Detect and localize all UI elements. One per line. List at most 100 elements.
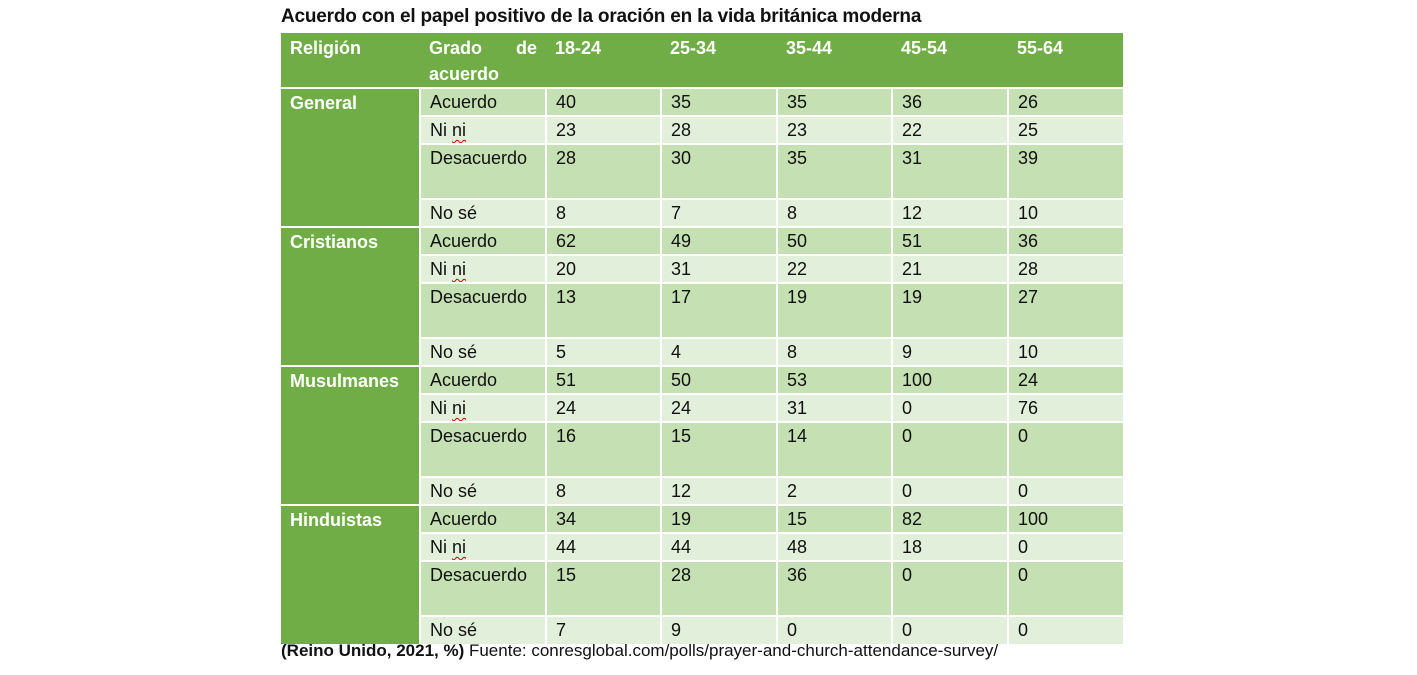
table-row: No sé 8 12 2 0 0 xyxy=(281,476,1123,505)
grado-cell: No sé xyxy=(419,615,546,644)
value-cell: 62 xyxy=(545,226,661,255)
header-religion: Religión xyxy=(281,33,420,88)
grado-cell: Ni ni xyxy=(419,115,546,144)
value-cell: 13 xyxy=(545,282,661,338)
table-row: Musulmanes Acuerdo 51 50 53 100 24 xyxy=(281,365,1123,505)
grado-cell: Acuerdo xyxy=(419,226,546,255)
value-cell: 0 xyxy=(1007,421,1123,477)
value-cell: 50 xyxy=(776,226,892,255)
value-cell: 0 xyxy=(891,560,1008,616)
value-cell: 10 xyxy=(1007,337,1123,366)
value-cell: 8 xyxy=(545,476,661,505)
header-grado: Grado de acuerdo xyxy=(420,33,546,88)
table-row: Cristianos Acuerdo 62 49 50 51 36 xyxy=(281,226,1123,366)
value-cell: 76 xyxy=(1007,393,1123,422)
value-cell: 21 xyxy=(891,254,1008,283)
header-age: 55-64 xyxy=(1008,33,1123,88)
grado-label: Acuerdo xyxy=(430,509,498,529)
value-cell: 7 xyxy=(545,615,661,644)
grado-cell: Desacuerdo xyxy=(419,560,546,616)
value-cell: 8 xyxy=(776,198,892,227)
religion-cell: Cristianos xyxy=(281,226,420,366)
value-cell: 19 xyxy=(891,282,1008,338)
value-cell: 0 xyxy=(891,476,1008,505)
grado-label: Desacuerdo xyxy=(430,148,528,168)
header-age: 45-54 xyxy=(892,33,1008,88)
grado-label: Ni ni xyxy=(430,120,467,140)
value-cell: 4 xyxy=(660,337,777,366)
survey-table: Religión Grado de acuerdo 18-24 25-34 35… xyxy=(281,33,1123,644)
value-cell: 24 xyxy=(545,393,661,422)
value-cell: 49 xyxy=(660,226,777,255)
grado-label: Ni ni xyxy=(430,537,467,557)
value-cell: 100 xyxy=(1007,504,1123,533)
grado-label: Acuerdo xyxy=(430,231,498,251)
value-cell: 8 xyxy=(776,337,892,366)
header-age: 35-44 xyxy=(777,33,892,88)
table-row: Ni ni 23 28 23 22 25 xyxy=(281,115,1123,144)
grado-cell: Desacuerdo xyxy=(419,143,546,199)
value-cell: 39 xyxy=(1007,143,1123,199)
grado-cell: No sé xyxy=(419,198,546,227)
footer-region: (Reino Unido, 2021, %) xyxy=(281,641,465,660)
value-cell: 0 xyxy=(891,421,1008,477)
grado-cell: Ni ni xyxy=(419,254,546,283)
religion-cell: General xyxy=(281,87,420,227)
header-row: Religión Grado de acuerdo 18-24 25-34 35… xyxy=(281,33,1123,88)
value-cell: 0 xyxy=(1007,476,1123,505)
value-cell: 36 xyxy=(1007,226,1123,255)
value-cell: 35 xyxy=(776,143,892,199)
grado-label: Desacuerdo xyxy=(430,287,528,307)
table-row: Desacuerdo 13 17 19 19 27 xyxy=(281,282,1123,338)
value-cell: 50 xyxy=(660,365,777,394)
grado-cell: Ni ni xyxy=(419,393,546,422)
source-footer: (Reino Unido, 2021, %) Fuente: conresglo… xyxy=(281,641,998,661)
value-cell: 36 xyxy=(891,87,1008,116)
table-row: General Acuerdo 40 35 35 36 26 xyxy=(281,87,1123,227)
value-cell: 35 xyxy=(776,87,892,116)
value-cell: 25 xyxy=(1007,115,1123,144)
table-row: Ni ni 24 24 31 0 76 xyxy=(281,393,1123,422)
table-row: No sé 7 9 0 0 0 xyxy=(281,615,1123,644)
table-row: Ni ni 44 44 48 18 0 xyxy=(281,532,1123,561)
grado-cell: No sé xyxy=(419,337,546,366)
value-cell: 12 xyxy=(891,198,1008,227)
value-cell: 9 xyxy=(891,337,1008,366)
grado-label: Acuerdo xyxy=(430,370,498,390)
value-cell: 31 xyxy=(660,254,777,283)
value-cell: 19 xyxy=(776,282,892,338)
value-cell: 28 xyxy=(660,560,777,616)
grado-label: No sé xyxy=(430,481,478,501)
table-row: Hinduistas Acuerdo 34 19 15 82 100 xyxy=(281,504,1123,644)
grado-cell: Acuerdo xyxy=(419,87,546,116)
value-cell: 23 xyxy=(776,115,892,144)
value-cell: 26 xyxy=(1007,87,1123,116)
grado-cell: Acuerdo xyxy=(419,365,546,394)
value-cell: 24 xyxy=(1007,365,1123,394)
value-cell: 2 xyxy=(776,476,892,505)
value-cell: 5 xyxy=(545,337,661,366)
value-cell: 48 xyxy=(776,532,892,561)
value-cell: 10 xyxy=(1007,198,1123,227)
header-age: 25-34 xyxy=(661,33,777,88)
grado-cell: Acuerdo xyxy=(419,504,546,533)
grado-label: No sé xyxy=(430,342,478,362)
value-cell: 27 xyxy=(1007,282,1123,338)
value-cell: 16 xyxy=(545,421,661,477)
value-cell: 30 xyxy=(660,143,777,199)
value-cell: 23 xyxy=(545,115,661,144)
grado-label: No sé xyxy=(430,203,478,223)
value-cell: 28 xyxy=(660,115,777,144)
value-cell: 0 xyxy=(1007,615,1123,644)
table-row: Ni ni 20 31 22 21 28 xyxy=(281,254,1123,283)
religion-cell: Hinduistas xyxy=(281,504,420,644)
value-cell: 14 xyxy=(776,421,892,477)
value-cell: 100 xyxy=(891,365,1008,394)
value-cell: 0 xyxy=(891,615,1008,644)
value-cell: 82 xyxy=(891,504,1008,533)
value-cell: 51 xyxy=(891,226,1008,255)
value-cell: 28 xyxy=(1007,254,1123,283)
grado-label: Ni ni xyxy=(430,259,467,279)
grado-label: Acuerdo xyxy=(430,92,498,112)
value-cell: 35 xyxy=(660,87,777,116)
